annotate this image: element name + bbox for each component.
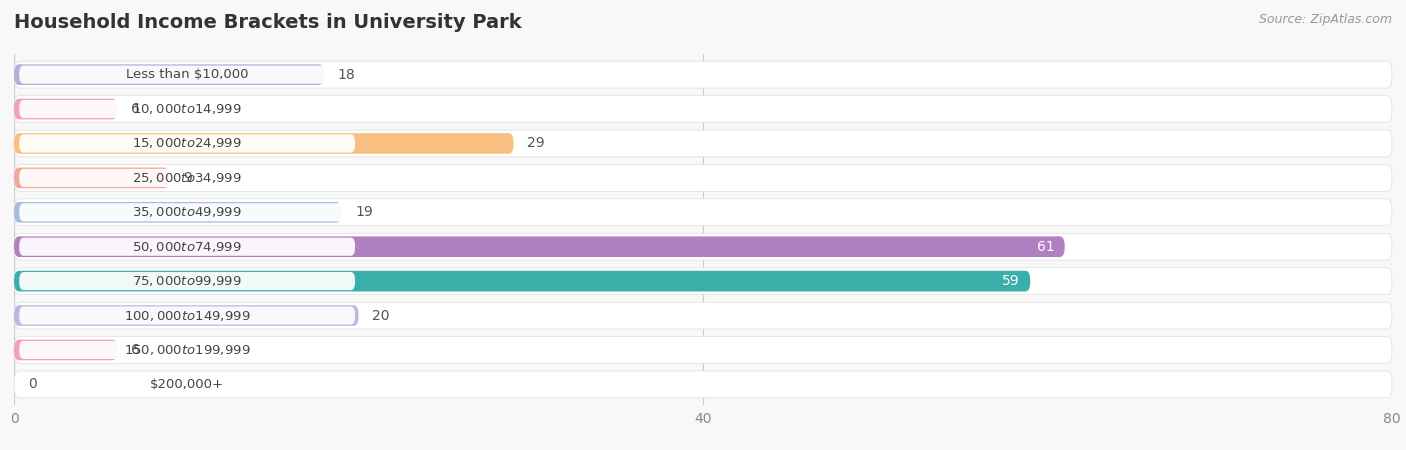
FancyBboxPatch shape	[14, 164, 1392, 191]
FancyBboxPatch shape	[14, 233, 1392, 260]
FancyBboxPatch shape	[20, 66, 356, 84]
FancyBboxPatch shape	[20, 238, 356, 256]
FancyBboxPatch shape	[20, 375, 356, 393]
FancyBboxPatch shape	[20, 341, 356, 359]
Text: $150,000 to $199,999: $150,000 to $199,999	[124, 343, 250, 357]
Text: $200,000+: $200,000+	[150, 378, 224, 391]
FancyBboxPatch shape	[14, 236, 1064, 257]
Text: 6: 6	[131, 102, 141, 116]
FancyBboxPatch shape	[14, 340, 118, 360]
Text: 6: 6	[131, 343, 141, 357]
FancyBboxPatch shape	[14, 337, 1392, 363]
FancyBboxPatch shape	[14, 305, 359, 326]
FancyBboxPatch shape	[14, 64, 325, 85]
FancyBboxPatch shape	[20, 203, 356, 221]
Text: Less than $10,000: Less than $10,000	[127, 68, 249, 81]
FancyBboxPatch shape	[14, 61, 1392, 88]
FancyBboxPatch shape	[20, 135, 356, 153]
Text: 18: 18	[337, 68, 356, 81]
Text: 9: 9	[183, 171, 191, 185]
Text: $35,000 to $49,999: $35,000 to $49,999	[132, 205, 242, 219]
FancyBboxPatch shape	[14, 167, 169, 188]
Text: $25,000 to $34,999: $25,000 to $34,999	[132, 171, 242, 185]
FancyBboxPatch shape	[14, 133, 513, 154]
Text: 19: 19	[356, 205, 373, 219]
FancyBboxPatch shape	[20, 100, 356, 118]
Text: $15,000 to $24,999: $15,000 to $24,999	[132, 136, 242, 150]
Text: $100,000 to $149,999: $100,000 to $149,999	[124, 309, 250, 323]
FancyBboxPatch shape	[14, 271, 1031, 292]
FancyBboxPatch shape	[14, 302, 1392, 329]
FancyBboxPatch shape	[14, 371, 1392, 398]
Text: 0: 0	[28, 378, 37, 392]
FancyBboxPatch shape	[14, 202, 342, 223]
Text: 59: 59	[1002, 274, 1019, 288]
FancyBboxPatch shape	[14, 130, 1392, 157]
FancyBboxPatch shape	[20, 306, 356, 324]
FancyBboxPatch shape	[14, 96, 1392, 122]
Text: Household Income Brackets in University Park: Household Income Brackets in University …	[14, 14, 522, 32]
Text: $75,000 to $99,999: $75,000 to $99,999	[132, 274, 242, 288]
Text: 61: 61	[1036, 240, 1054, 254]
Text: $50,000 to $74,999: $50,000 to $74,999	[132, 240, 242, 254]
Text: $10,000 to $14,999: $10,000 to $14,999	[132, 102, 242, 116]
FancyBboxPatch shape	[20, 272, 356, 290]
FancyBboxPatch shape	[14, 99, 118, 119]
Text: 20: 20	[373, 309, 389, 323]
Text: 29: 29	[527, 136, 546, 150]
Text: Source: ZipAtlas.com: Source: ZipAtlas.com	[1258, 14, 1392, 27]
FancyBboxPatch shape	[14, 268, 1392, 295]
FancyBboxPatch shape	[14, 199, 1392, 226]
FancyBboxPatch shape	[20, 169, 356, 187]
